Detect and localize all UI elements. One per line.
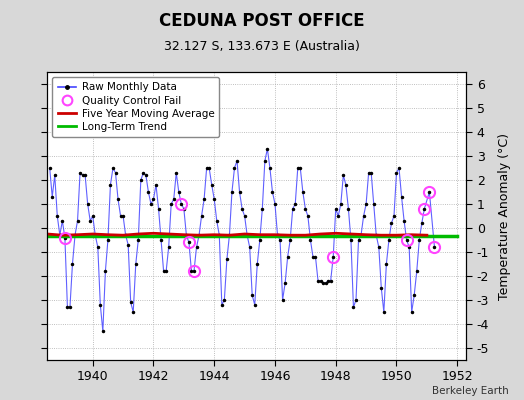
Text: Berkeley Earth: Berkeley Earth bbox=[432, 386, 508, 396]
Text: CEDUNA POST OFFICE: CEDUNA POST OFFICE bbox=[159, 12, 365, 30]
Text: 32.127 S, 133.673 E (Australia): 32.127 S, 133.673 E (Australia) bbox=[164, 40, 360, 53]
Y-axis label: Temperature Anomaly (°C): Temperature Anomaly (°C) bbox=[498, 132, 510, 300]
Legend: Raw Monthly Data, Quality Control Fail, Five Year Moving Average, Long-Term Tren: Raw Monthly Data, Quality Control Fail, … bbox=[52, 77, 220, 137]
